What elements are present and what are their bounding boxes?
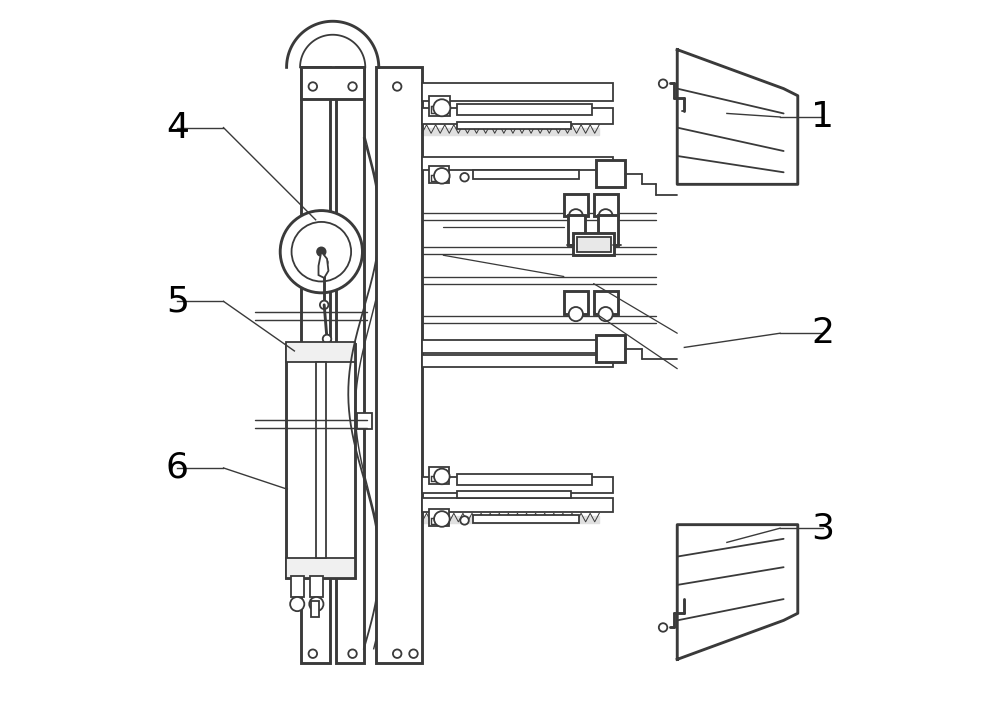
Bar [473, 170, 579, 179]
Bar [429, 166, 449, 183]
Bar [422, 340, 613, 353]
Circle shape [569, 307, 583, 321]
Bar [431, 175, 436, 181]
Circle shape [319, 268, 326, 275]
Circle shape [309, 597, 323, 611]
Text: 3: 3 [811, 511, 834, 545]
Bar [596, 335, 625, 362]
Circle shape [317, 247, 326, 256]
Bar [429, 509, 449, 526]
Circle shape [309, 82, 317, 91]
Text: 2: 2 [811, 316, 834, 350]
Bar [357, 413, 372, 429]
Circle shape [393, 649, 401, 658]
Bar [564, 291, 588, 314]
Circle shape [434, 168, 450, 184]
Bar [422, 477, 613, 493]
Circle shape [323, 335, 331, 343]
Bar [286, 344, 355, 578]
Bar [301, 67, 364, 99]
Bar [422, 83, 613, 101]
Circle shape [599, 209, 613, 223]
Text: 6: 6 [166, 451, 189, 485]
Circle shape [434, 511, 450, 527]
Circle shape [280, 211, 362, 293]
Circle shape [348, 82, 357, 91]
Circle shape [659, 623, 667, 632]
Circle shape [434, 469, 450, 484]
Bar [310, 576, 323, 597]
Bar [301, 67, 330, 663]
Bar [336, 67, 364, 663]
Bar [286, 342, 355, 362]
Bar [577, 237, 611, 252]
Text: 4: 4 [166, 111, 189, 145]
Bar [429, 467, 449, 484]
Text: 5: 5 [166, 284, 189, 318]
Circle shape [659, 79, 667, 88]
Circle shape [320, 301, 328, 309]
Circle shape [433, 99, 450, 116]
Bar [431, 106, 437, 113]
Circle shape [290, 597, 304, 611]
Bar [564, 194, 588, 216]
Bar [291, 576, 304, 597]
Circle shape [409, 649, 418, 658]
Circle shape [569, 209, 583, 223]
Bar [573, 233, 614, 255]
Bar [568, 215, 585, 245]
Bar [422, 498, 613, 512]
Circle shape [348, 649, 357, 658]
Bar [316, 362, 326, 558]
Circle shape [321, 259, 328, 266]
Bar [594, 194, 618, 216]
Bar [457, 104, 592, 115]
Text: 1: 1 [811, 100, 834, 134]
Bar [431, 476, 436, 481]
Bar [286, 558, 355, 578]
Polygon shape [318, 252, 328, 278]
Bar [457, 491, 571, 498]
Bar [311, 601, 319, 617]
Circle shape [599, 307, 613, 321]
Bar [594, 291, 618, 314]
Bar [422, 108, 613, 124]
Circle shape [309, 649, 317, 658]
Circle shape [460, 173, 469, 182]
Bar [431, 518, 436, 524]
Bar [376, 67, 422, 663]
Bar [429, 96, 450, 116]
Bar [457, 474, 592, 485]
Bar [473, 515, 579, 523]
Bar [598, 215, 618, 245]
Circle shape [393, 82, 401, 91]
Bar [422, 157, 613, 170]
Circle shape [460, 516, 469, 525]
Bar [457, 122, 571, 129]
Bar [422, 354, 613, 367]
Bar [596, 160, 625, 187]
